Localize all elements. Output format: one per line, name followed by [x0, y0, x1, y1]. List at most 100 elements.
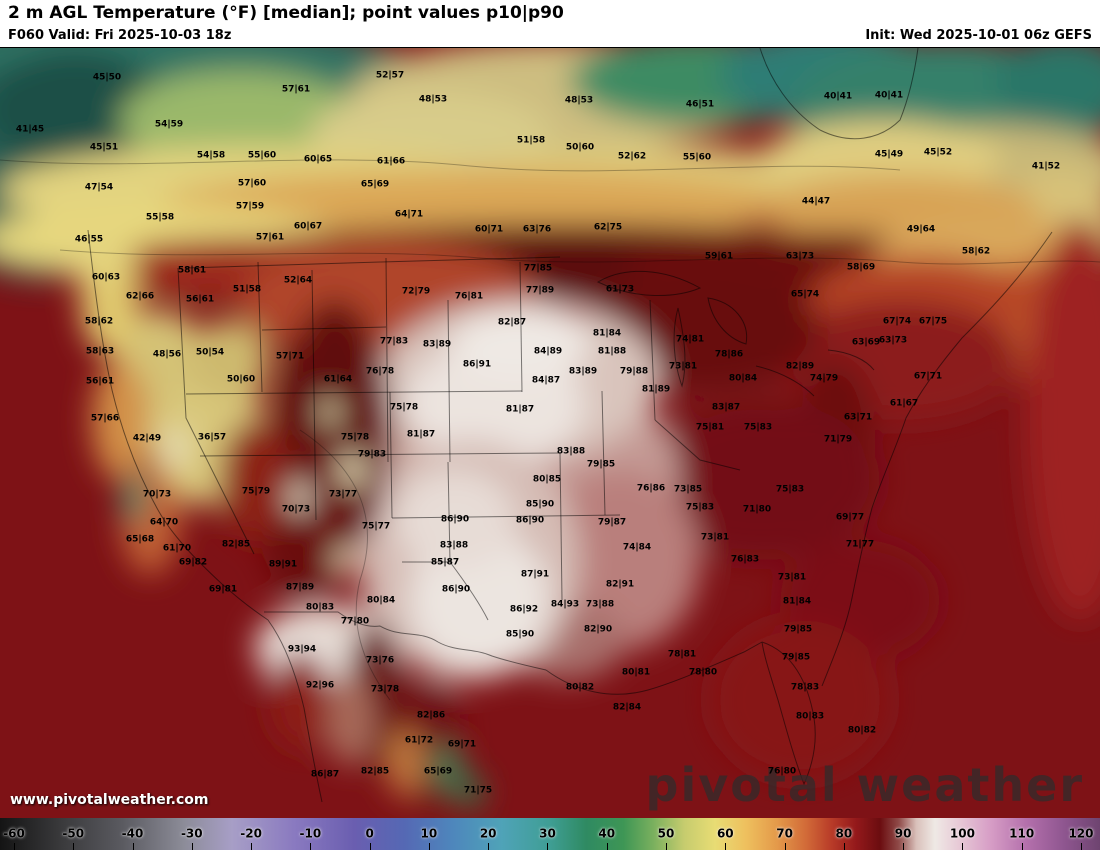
point-value-label: 85|87 [430, 557, 460, 568]
point-value-label: 93|94 [287, 644, 317, 655]
point-value-label: 61|66 [376, 156, 406, 167]
point-value-label: 48|53 [418, 94, 448, 105]
point-value-label: 78|83 [790, 682, 820, 693]
point-value-label: 58|63 [85, 346, 115, 357]
point-value-label: 58|61 [177, 265, 207, 276]
point-value-label: 84|93 [550, 599, 580, 610]
point-value-label: 40|41 [874, 90, 904, 101]
point-value-label: 82|89 [785, 361, 815, 372]
point-value-label: 79|83 [357, 449, 387, 460]
point-value-label: 73|76 [365, 655, 395, 666]
map-borders [87, 48, 1053, 803]
point-value-label: 83|89 [568, 366, 598, 377]
point-value-label: 82|86 [416, 710, 446, 721]
point-value-label: 61|67 [889, 398, 919, 409]
point-value-label: 58|62 [961, 246, 991, 257]
point-value-label: 83|89 [422, 339, 452, 350]
point-value-label: 79|87 [597, 517, 627, 528]
point-value-label: 69|71 [447, 739, 477, 750]
point-value-label: 86|90 [440, 514, 470, 525]
point-value-label: 82|84 [612, 702, 642, 713]
point-value-label: 72|79 [401, 286, 431, 297]
point-value-label: 76|78 [365, 366, 395, 377]
colorbar-tickmark [132, 843, 134, 850]
point-value-label: 73|81 [777, 572, 807, 583]
colorbar-tick-label: 80 [835, 826, 853, 841]
point-value-label: 86|90 [515, 515, 545, 526]
point-value-label: 51|58 [232, 284, 262, 295]
colorbar-tick-label: 10 [420, 826, 438, 841]
point-value-label: 71|80 [742, 504, 772, 515]
colorbar-tickmark [606, 843, 608, 850]
point-value-label: 63|73 [785, 251, 815, 262]
point-value-label: 81|84 [782, 596, 812, 607]
point-value-label: 79|85 [783, 624, 813, 635]
point-value-label: 52|62 [617, 151, 647, 162]
map-title: 2 m AGL Temperature (°F) [median]; point… [8, 3, 564, 23]
point-value-label: 46|55 [74, 234, 104, 245]
point-value-label: 63|73 [878, 335, 908, 346]
point-value-label: 57|61 [281, 84, 311, 95]
header-bar: 2 m AGL Temperature (°F) [median]; point… [0, 0, 1100, 48]
point-value-label: 54|59 [154, 119, 184, 130]
point-value-label: 73|77 [328, 489, 358, 500]
point-value-label: 36|57 [197, 432, 227, 443]
point-value-label: 74|84 [622, 542, 652, 553]
point-value-label: 75|83 [685, 502, 715, 513]
point-value-label: 75|78 [340, 432, 370, 443]
point-value-label: 61|64 [323, 374, 353, 385]
point-value-label: 92|96 [305, 680, 335, 691]
point-value-label: 61|73 [605, 284, 635, 295]
point-value-label: 65|68 [125, 534, 155, 545]
point-value-label: 79|85 [586, 459, 616, 470]
point-value-label: 82|85 [360, 766, 390, 777]
point-value-label: 59|61 [704, 251, 734, 262]
point-value-label: 50|54 [195, 347, 225, 358]
colorbar-tickmark [547, 843, 549, 850]
point-value-label: 86|87 [310, 769, 340, 780]
colorbar-tickmark [1021, 843, 1023, 850]
point-value-label: 80|85 [532, 474, 562, 485]
point-value-label: 70|73 [142, 489, 172, 500]
point-value-label: 73|81 [668, 361, 698, 372]
colorbar-tick-label: 70 [776, 826, 793, 841]
point-value-label: 83|88 [439, 540, 469, 551]
point-value-label: 63|76 [522, 224, 552, 235]
point-value-label: 81|84 [592, 328, 622, 339]
point-value-label: 71|77 [845, 539, 875, 550]
colorbar-tick-label: -30 [180, 826, 203, 841]
point-value-label: 79|88 [619, 366, 649, 377]
point-value-label: 78|86 [714, 349, 744, 360]
colorbar-tick-label: 120 [1068, 826, 1094, 841]
point-value-label: 48|56 [152, 349, 182, 360]
point-value-label: 55|60 [247, 150, 277, 161]
colorbar: -60 -50 -40 -30 -20 -10 0 10 20 30 40 50 60 70 80 90 100… [0, 818, 1100, 850]
colorbar-tickmark [962, 843, 964, 850]
point-value-label: 87|91 [520, 569, 550, 580]
point-value-label: 64|70 [149, 517, 179, 528]
point-value-label: 57|61 [255, 232, 285, 243]
colorbar-tick-label: -20 [240, 826, 262, 841]
temperature-shading [0, 48, 1100, 810]
colorbar-tickmark [1080, 843, 1082, 850]
point-value-label: 80|82 [565, 682, 595, 693]
point-value-label: 56|61 [185, 294, 215, 305]
point-value-label: 45|52 [923, 147, 953, 158]
point-value-label: 45|49 [874, 149, 904, 160]
point-value-label: 76|80 [767, 766, 797, 777]
point-value-label: 83|87 [711, 402, 741, 413]
point-value-label: 55|58 [145, 212, 175, 223]
point-value-label: 60|63 [91, 272, 121, 283]
model-init-label: Init: Wed 2025-10-01 06z GEFS [865, 28, 1092, 43]
point-value-label: 49|64 [906, 224, 936, 235]
point-value-label: 79|85 [781, 652, 811, 663]
point-value-label: 80|82 [847, 725, 877, 736]
point-value-label: 57|66 [90, 413, 120, 424]
point-value-label: 64|71 [394, 209, 424, 220]
point-value-label: 70|73 [281, 504, 311, 515]
point-value-label: 74|81 [675, 334, 705, 345]
colorbar-tickmark [903, 843, 905, 850]
header-subrow: F060 Valid: Fri 2025-10-03 18z Init: Wed… [8, 28, 1092, 43]
point-value-label: 77|80 [340, 616, 370, 627]
colorbar-tick-label: 90 [894, 826, 912, 841]
